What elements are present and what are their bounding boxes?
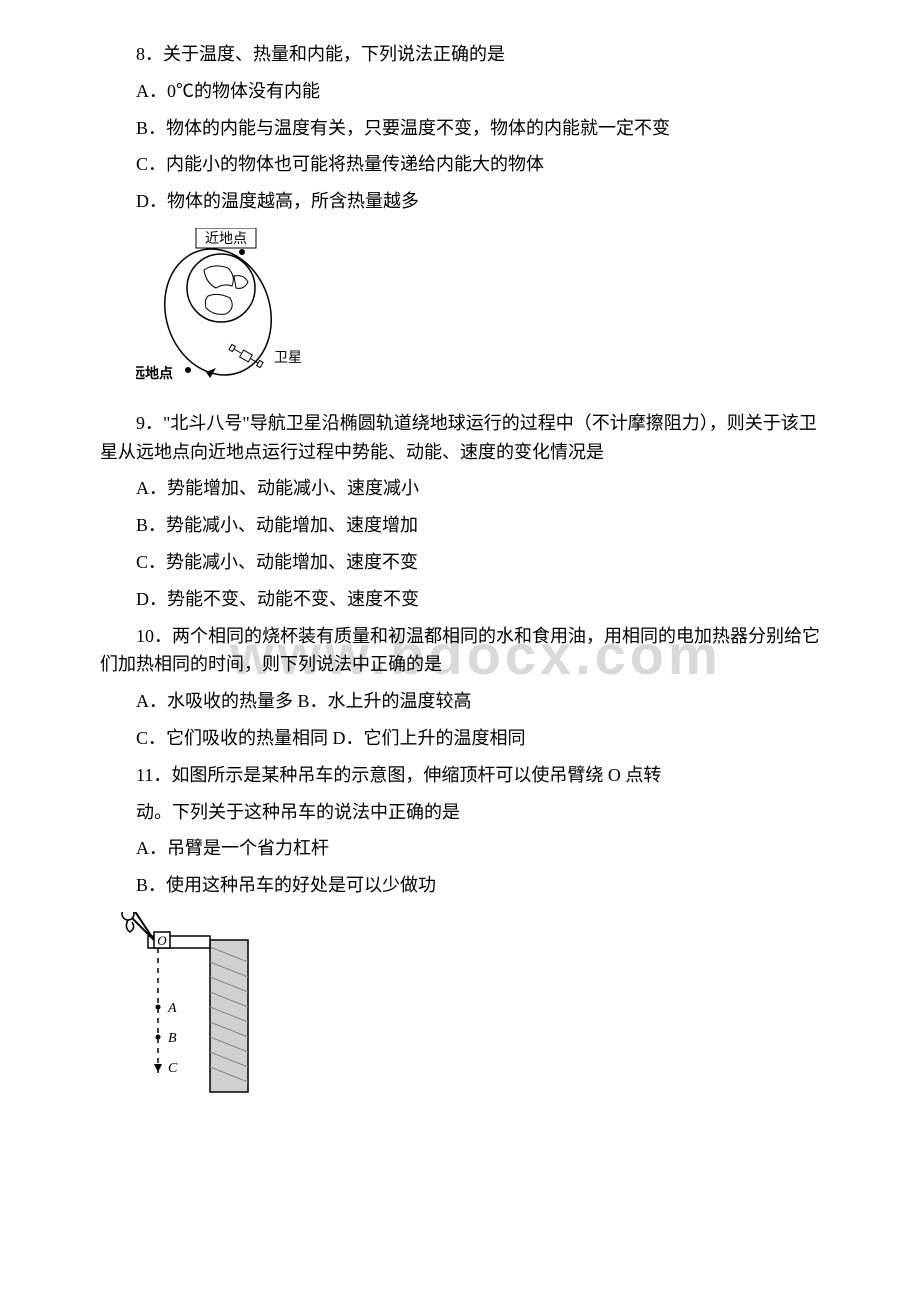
q11-stem2: 动。下列关于这种吊车的说法中正确的是 — [100, 798, 820, 827]
a-label: A — [167, 1001, 177, 1016]
q11-option-b: B．使用这种吊车的好处是可以少做功 — [100, 871, 820, 900]
q9-option-d: D．势能不变、动能不变、速度不变 — [100, 585, 820, 614]
q8-stem: 8．关于温度、热量和内能，下列说法正确的是 — [100, 40, 820, 69]
near-point-label: 近地点 — [205, 231, 247, 247]
q9-option-b: B．势能减小、动能增加、速度增加 — [100, 511, 820, 540]
satellite-label: 卫星 — [274, 351, 302, 366]
figure-satellite-orbit: 近地点 远地点 卫星 — [136, 228, 820, 397]
b-label: B — [168, 1031, 177, 1046]
q8-option-a: A．0℃的物体没有内能 — [100, 77, 820, 106]
q11-stem: 11．如图所示是某种吊车的示意图，伸缩顶杆可以使吊臂绕 O 点转 — [100, 761, 820, 790]
q10-option-cd: C．它们吸收的热量相同 D．它们上升的温度相同 — [100, 724, 820, 753]
q9-option-c: C．势能减小、动能增加、速度不变 — [100, 548, 820, 577]
q9-stem: 9．"北斗八号"导航卫星沿椭圆轨道绕地球运行的过程中（不计摩擦阻力），则关于该卫… — [100, 409, 820, 467]
c-label: C — [168, 1061, 178, 1076]
q8-option-d: D．物体的温度越高，所含热量越多 — [100, 187, 820, 216]
q9-option-a: A．势能增加、动能减小、速度减小 — [100, 474, 820, 503]
figure-crane: O A B C — [118, 912, 820, 1111]
q10-stem: 10．两个相同的烧杯装有质量和初温都相同的水和食用油，用相同的电加热器分别给它们… — [100, 622, 820, 680]
q10-option-ab: A．水吸收的热量多 B．水上升的温度较高 — [100, 687, 820, 716]
document-content: 8．关于温度、热量和内能，下列说法正确的是 A．0℃的物体没有内能 B．物体的内… — [100, 40, 820, 1111]
far-point-label: 远地点 — [136, 365, 173, 382]
o-label: O — [157, 933, 167, 948]
q11-option-a: A．吊臂是一个省力杠杆 — [100, 834, 820, 863]
q8-option-b: B．物体的内能与温度有关，只要温度不变，物体的内能就一定不变 — [100, 114, 820, 143]
q8-option-c: C．内能小的物体也可能将热量传递给内能大的物体 — [100, 150, 820, 179]
